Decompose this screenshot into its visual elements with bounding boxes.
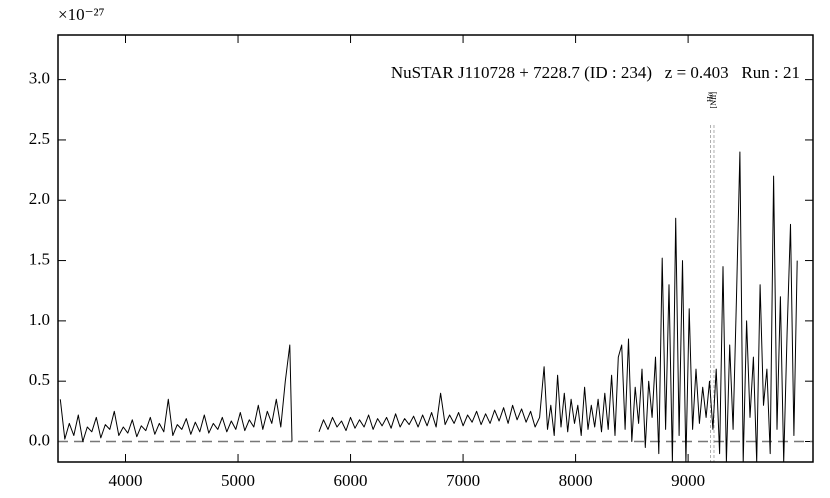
y-scale-label: ×10⁻²⁷	[58, 5, 105, 24]
plot-content	[58, 125, 813, 462]
y-tick-label: 1.5	[29, 249, 50, 268]
x-tick-label: 7000	[446, 471, 480, 490]
y-tick-label: 0.0	[29, 430, 50, 449]
x-tick-label: 6000	[334, 471, 368, 490]
y-tick-label: 3.0	[29, 69, 50, 88]
plot-area	[58, 35, 813, 462]
x-tick-label: 4000	[109, 471, 143, 490]
y-tick-label: 0.5	[29, 370, 50, 389]
plot-frame	[57, 34, 814, 463]
x-tick-label: 9000	[671, 471, 705, 490]
y-tick-label: 2.0	[29, 189, 50, 208]
y-tick-label: 1.0	[29, 310, 50, 329]
y-tick-label: 2.5	[29, 129, 50, 148]
chart-title: NuSTAR J110728 + 7228.7 (ID : 234) z = 0…	[391, 63, 800, 82]
emission-line-label: Hα	[705, 91, 714, 102]
x-tick-label: 8000	[559, 471, 593, 490]
spectrum-line	[59, 151, 798, 462]
x-tick-label: 5000	[221, 471, 255, 490]
emission-line-label: [NII]	[709, 92, 718, 109]
